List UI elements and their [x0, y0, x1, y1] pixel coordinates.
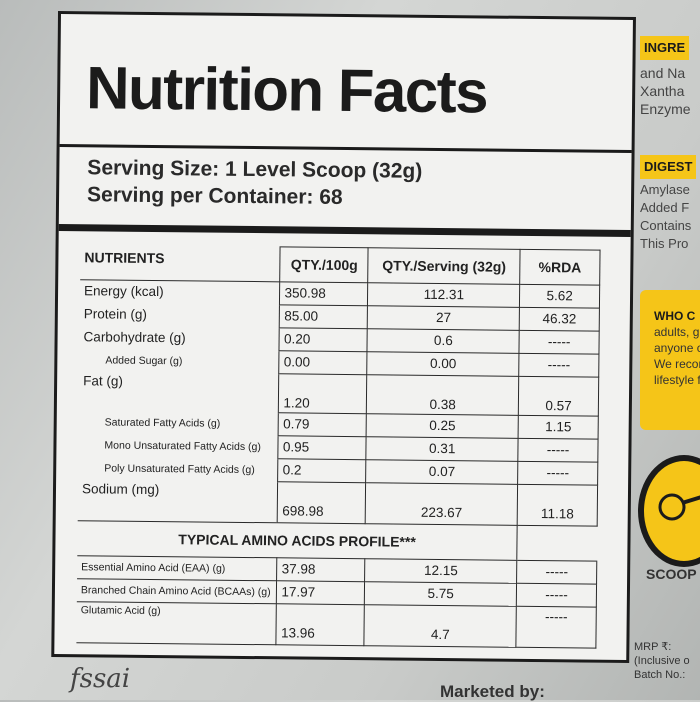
side-text: WHO C — [654, 309, 696, 323]
serving-info: Serving Size: 1 Level Scoop (32g) Servin… — [87, 154, 422, 212]
nutrient-table: NUTRIENTS QTY./100g QTY./Serving (32g) %… — [76, 244, 601, 648]
side-text: Added F — [640, 200, 690, 215]
side-text: and Na — [640, 65, 686, 81]
rda: 1.15 — [518, 414, 599, 439]
qty-serving: 0.38 — [366, 374, 519, 415]
qty-serving: 5.75 — [364, 581, 517, 606]
side-text: We recor — [654, 357, 700, 371]
side-text: Amylase — [640, 182, 690, 197]
side-text: (Inclusive o — [634, 655, 690, 667]
fssai-logo: fssai — [70, 664, 131, 694]
side-text: adults, g — [654, 325, 700, 339]
rda: ----- — [519, 329, 600, 354]
nutrient-name: Energy (kcal) — [79, 279, 281, 305]
side-text: Batch No.: — [634, 669, 686, 681]
side-text: Xantha — [640, 83, 685, 99]
nutrient-name: Poly Unsaturated Fatty Acids (g) — [78, 456, 279, 482]
qty-serving: 223.67 — [365, 482, 518, 525]
col-header: NUTRIENTS — [80, 244, 281, 282]
qty-100g: 37.98 — [277, 557, 366, 582]
rda: ----- — [518, 352, 599, 377]
qty-serving: 0.25 — [366, 413, 519, 438]
serving-size: Serving Size: 1 Level Scoop (32g) — [87, 156, 423, 183]
side-text: lifestyle f — [654, 373, 700, 387]
scoop-icon — [638, 455, 700, 567]
nutrient-name: Fat (g) — [78, 371, 280, 413]
side-text: MRP ₹: — [634, 641, 672, 653]
marketed-by: Marketed by: — [440, 682, 545, 701]
col-header: %RDA — [519, 249, 601, 285]
servings-per-container: Serving per Container: 68 — [86, 183, 343, 209]
amino-name: Essential Amino Acid (EAA) (g) — [77, 555, 278, 581]
ingredients-badge: INGRE — [640, 36, 690, 60]
rda: ----- — [518, 437, 599, 462]
amino-name: Branched Chain Amino Acid (BCAAs) (g) — [76, 578, 278, 604]
rda: 0.57 — [518, 375, 599, 416]
nutrient-name: Saturated Fatty Acids (g) — [78, 410, 279, 436]
who-can-use-box: WHO C adults, g anyone c We recor lifest… — [640, 290, 700, 430]
qty-100g: 0.00 — [279, 350, 368, 375]
qty-100g: 698.98 — [277, 481, 366, 524]
rda: ----- — [516, 559, 597, 584]
qty-100g: 0.95 — [278, 435, 367, 460]
side-text: Contains — [640, 218, 692, 233]
scoop-label: SCOOP — [646, 566, 697, 582]
qty-100g: 350.98 — [279, 281, 369, 306]
qty-100g: 13.96 — [276, 603, 365, 646]
rda: 5.62 — [519, 283, 600, 308]
mrp-block: MRP ₹: (Inclusive o Batch No.: — [634, 640, 690, 682]
qty-100g: 0.79 — [278, 412, 367, 437]
amino-name: Glutamic Acid (g) — [76, 601, 277, 645]
qty-serving: 27 — [367, 305, 520, 330]
qty-serving: 0.07 — [365, 459, 519, 484]
side-text: anyone c — [654, 341, 700, 355]
qty-100g: 17.97 — [276, 580, 365, 605]
side-text: Enzyme — [640, 101, 691, 117]
digest-badge: DIGEST — [640, 155, 697, 179]
qty-serving: 0.00 — [367, 351, 520, 376]
nutrient-name: Sodium (mg) — [77, 479, 279, 523]
nutrient-name: Added Sugar (g) — [79, 348, 280, 374]
qty-serving: 12.15 — [364, 558, 517, 583]
label-title: Nutrition Facts — [85, 54, 488, 126]
col-header: QTY./Serving (32g) — [368, 247, 521, 284]
digestive-section: DIGEST Amylase Added F Contains This Pro — [640, 155, 700, 253]
table-row: Fat (g) 1.20 0.38 0.57 — [78, 371, 599, 416]
qty-100g: 85.00 — [279, 304, 368, 329]
qty-serving: 112.31 — [367, 282, 520, 307]
rda: 46.32 — [519, 306, 600, 331]
rda: ----- — [517, 460, 598, 485]
nutrient-name: Mono Unsaturated Fatty Acids (g) — [78, 433, 279, 459]
divider — [59, 143, 632, 153]
qty-100g: 1.20 — [278, 373, 368, 414]
qty-serving: 0.6 — [367, 328, 520, 353]
qty-serving: 0.31 — [366, 436, 519, 461]
nutrient-name: Carbohydrate (g) — [79, 325, 280, 351]
qty-100g: 0.20 — [279, 327, 368, 352]
ingredients-section: INGRE and Na Xantha Enzyme — [640, 36, 700, 118]
nutrient-name: Protein (g) — [79, 302, 280, 328]
nutrition-label: Nutrition Facts Serving Size: 1 Level Sc… — [51, 10, 636, 663]
col-header: QTY./100g — [280, 246, 369, 283]
thick-divider — [58, 223, 631, 237]
rda: 11.18 — [517, 483, 598, 526]
amino-heading-row: TYPICAL AMINO ACIDS PROFILE*** — [77, 520, 598, 561]
table-row: Glutamic Acid (g) 13.96 4.7 ----- — [76, 601, 597, 648]
rda: ----- — [516, 605, 597, 648]
amino-heading: TYPICAL AMINO ACIDS PROFILE*** — [77, 520, 518, 560]
table-row: Sodium (mg) 698.98 223.67 11.18 — [77, 479, 598, 526]
qty-serving: 4.7 — [364, 604, 517, 647]
rda: ----- — [516, 582, 597, 607]
side-text: This Pro — [640, 236, 689, 251]
table-header: NUTRIENTS QTY./100g QTY./Serving (32g) %… — [80, 244, 601, 285]
qty-100g: 0.2 — [278, 458, 367, 483]
